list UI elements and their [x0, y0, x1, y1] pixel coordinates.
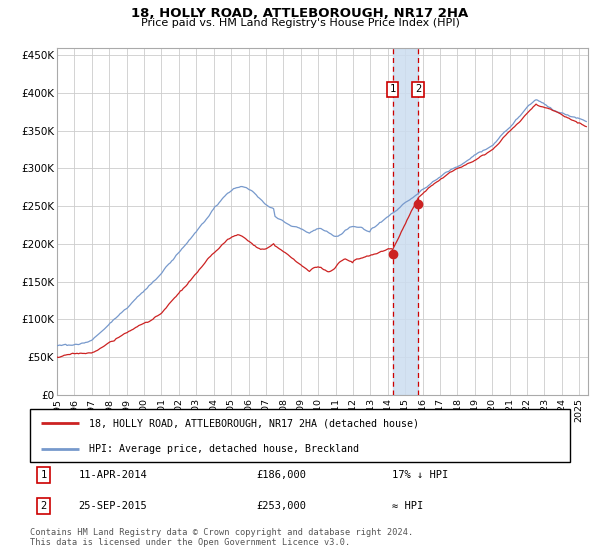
Bar — [392, 48, 418, 395]
Text: 17% ↓ HPI: 17% ↓ HPI — [392, 470, 448, 480]
Text: 11-APR-2014: 11-APR-2014 — [79, 470, 148, 480]
Text: 18, HOLLY ROAD, ATTLEBOROUGH, NR17 2HA (detached house): 18, HOLLY ROAD, ATTLEBOROUGH, NR17 2HA (… — [89, 418, 419, 428]
Text: ≈ HPI: ≈ HPI — [392, 501, 423, 511]
Text: £253,000: £253,000 — [257, 501, 307, 511]
Text: 2: 2 — [415, 84, 421, 94]
Text: Contains HM Land Registry data © Crown copyright and database right 2024.
This d: Contains HM Land Registry data © Crown c… — [30, 528, 413, 547]
Text: £186,000: £186,000 — [257, 470, 307, 480]
Text: 2: 2 — [40, 501, 47, 511]
Text: Price paid vs. HM Land Registry's House Price Index (HPI): Price paid vs. HM Land Registry's House … — [140, 18, 460, 28]
Text: 1: 1 — [389, 84, 396, 94]
Text: 25-SEP-2015: 25-SEP-2015 — [79, 501, 148, 511]
Text: HPI: Average price, detached house, Breckland: HPI: Average price, detached house, Brec… — [89, 444, 359, 454]
FancyBboxPatch shape — [30, 409, 570, 462]
Text: 1: 1 — [40, 470, 47, 480]
Text: 18, HOLLY ROAD, ATTLEBOROUGH, NR17 2HA: 18, HOLLY ROAD, ATTLEBOROUGH, NR17 2HA — [131, 7, 469, 20]
